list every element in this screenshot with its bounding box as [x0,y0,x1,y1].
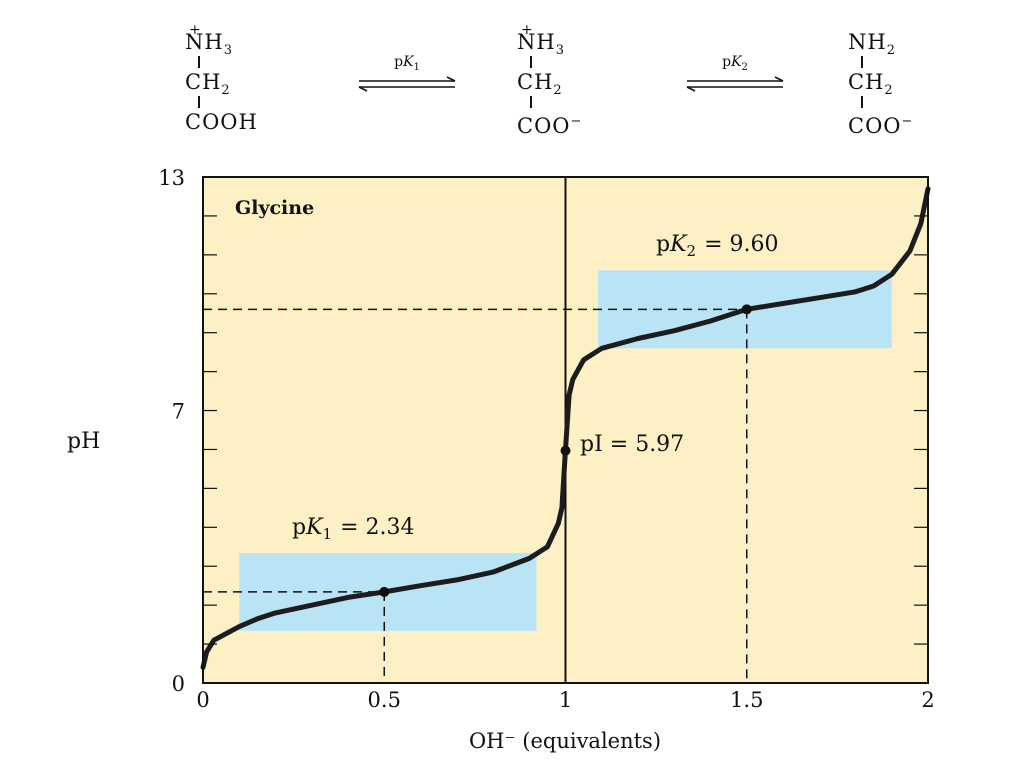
group-text: COOH [185,110,258,134]
charge-plus: + [189,22,202,38]
pi-label: pI = 5.97 [580,432,684,457]
pk1-label: pK1 = 2.34 [292,515,415,543]
x-tick-label: 0.5 [368,688,401,712]
titration-chart: 0 7 13 0 0.5 1 1.5 2 Glycine pK2 = 9.60 pK1 = 2.… [67,166,935,753]
group-subscript: 2 [884,83,894,99]
charge-plus: + [521,22,534,38]
group-text: CH [185,70,222,94]
species-zwitterion: + NH3 CH2 COO− [517,22,637,142]
equilibrium-arrow-icon [686,76,784,92]
bond-line [861,96,863,108]
data-point [560,445,571,456]
chart-title: Glycine [235,197,314,219]
x-tick-label: 2 [921,688,934,712]
group-text: CH [848,70,885,94]
y-tick-label: 0 [172,672,185,696]
y-tick-label: 7 [172,400,185,424]
group-subscript: 3 [223,43,233,59]
data-point [741,304,752,315]
group-superscript: − [570,114,583,129]
group-subscript: 2 [553,83,563,99]
data-point [379,586,390,597]
x-axis-label: OH⁻ (equivalents) [469,729,661,753]
species-cation: + NH3 CH2 COOH [185,22,305,142]
group-superscript: − [901,114,914,129]
x-tick-label: 1.5 [730,688,763,712]
pk2-arrow-label: pK2 [722,54,748,73]
bond-line [198,96,200,108]
equilibrium-arrow-1: pK1 [357,54,457,100]
group-text: COO [848,114,902,138]
reaction-scheme: + NH3 CH2 COOH pK1 + NH3 CH2 COO− pK2 NH2 [0,0,1024,150]
group-text: NH [848,30,887,54]
bond-line [530,96,532,108]
group-text: NH [185,30,224,54]
bond-line [861,56,863,68]
bond-line [198,56,200,68]
y-tick-label: 13 [158,166,185,190]
pk1-arrow-label: pK1 [394,54,420,73]
x-tick-label: 0 [196,688,209,712]
group-subscript: 3 [555,43,565,59]
titration-curve [200,186,931,670]
group-subscript: 2 [886,43,896,59]
species-anion: NH2 CH2 COO− [848,22,968,142]
equilibrium-arrow-2: pK2 [685,54,785,100]
equilibrium-arrow-icon [358,76,456,92]
y-axis-label: pH [67,429,100,454]
bond-line [530,56,532,68]
group-subscript: 2 [221,83,231,99]
group-text: NH [517,30,556,54]
group-text: CH [517,70,554,94]
x-tick-label: 1 [559,688,572,712]
group-text: COO [517,114,571,138]
pk2-label: pK2 = 9.60 [656,232,779,260]
plot-frame [202,176,929,684]
